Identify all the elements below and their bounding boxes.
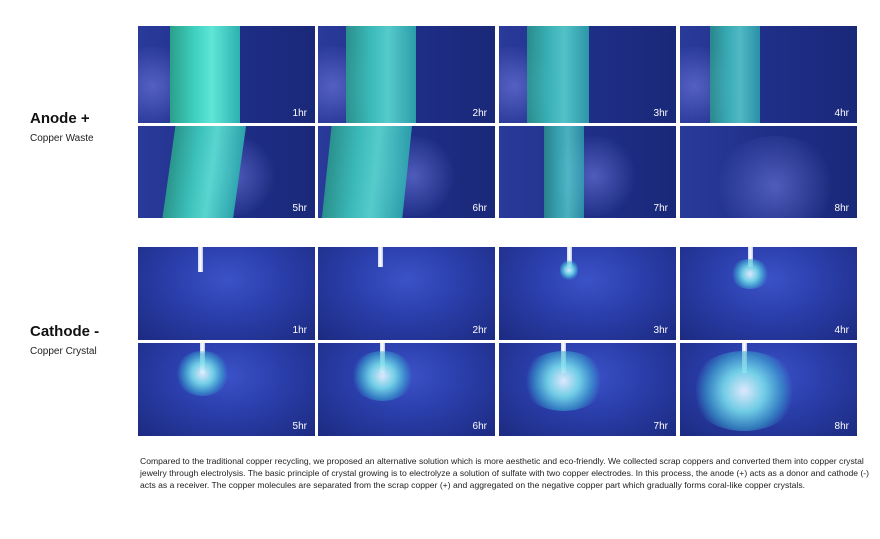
cathode-photo: 7hr [499, 343, 676, 436]
anode-photo: 5hr [138, 126, 315, 218]
cathode-photo: 1hr [138, 247, 315, 340]
time-label: 1hr [292, 325, 307, 336]
anode-photo: 2hr [318, 26, 495, 123]
time-label: 1hr [292, 108, 307, 119]
anode-photo: 6hr [318, 126, 495, 218]
copper-cathode-wire [378, 247, 383, 267]
copper-crystal [730, 259, 770, 289]
copper-anode-rod [170, 26, 240, 123]
copper-crystal [520, 351, 606, 411]
anode-photo: 1hr [138, 26, 315, 123]
copper-anode-rod [159, 126, 247, 218]
time-label: 3hr [653, 325, 668, 336]
cathode-subtitle: Copper Crystal [30, 346, 97, 357]
copper-cathode-wire [198, 247, 203, 272]
cathode-photo: 4hr [680, 247, 857, 340]
time-label: 2hr [472, 325, 487, 336]
time-label: 6hr [472, 203, 487, 214]
cathode-photo: 6hr [318, 343, 495, 436]
anode-photo: 7hr [499, 126, 676, 218]
anode-photo: 8hr [680, 126, 857, 218]
description-paragraph: Compared to the traditional copper recyc… [140, 456, 870, 491]
copper-crystal [689, 351, 799, 431]
copper-anode-rod [346, 26, 416, 123]
time-label: 8hr [834, 203, 849, 214]
cathode-photo: 8hr [680, 343, 857, 436]
anode-photo: 4hr [680, 26, 857, 123]
time-label: 7hr [653, 203, 668, 214]
anode-subtitle: Copper Waste [30, 133, 94, 144]
cathode-photo: 3hr [499, 247, 676, 340]
time-label: 4hr [834, 325, 849, 336]
copper-crystal [349, 351, 415, 401]
copper-anode-rod [527, 26, 589, 123]
time-label: 6hr [472, 421, 487, 432]
time-label: 8hr [834, 421, 849, 432]
time-label: 4hr [834, 108, 849, 119]
copper-crystal [174, 351, 230, 396]
copper-cathode-wire [748, 247, 753, 267]
anode-title: Anode + [30, 110, 90, 127]
copper-anode-rod [710, 26, 760, 123]
copper-anode-rod [319, 126, 413, 218]
anode-photo: 3hr [499, 26, 676, 123]
copper-anode-rod [544, 126, 584, 218]
cathode-photo: 5hr [138, 343, 315, 436]
cathode-title: Cathode - [30, 323, 100, 340]
time-label: 5hr [292, 203, 307, 214]
time-label: 3hr [653, 108, 668, 119]
time-label: 5hr [292, 421, 307, 432]
time-label: 2hr [472, 108, 487, 119]
copper-crystal [560, 259, 578, 281]
copper-cathode-wire [567, 247, 572, 267]
solution-haze [710, 136, 840, 218]
time-label: 7hr [653, 421, 668, 432]
cathode-photo: 2hr [318, 247, 495, 340]
